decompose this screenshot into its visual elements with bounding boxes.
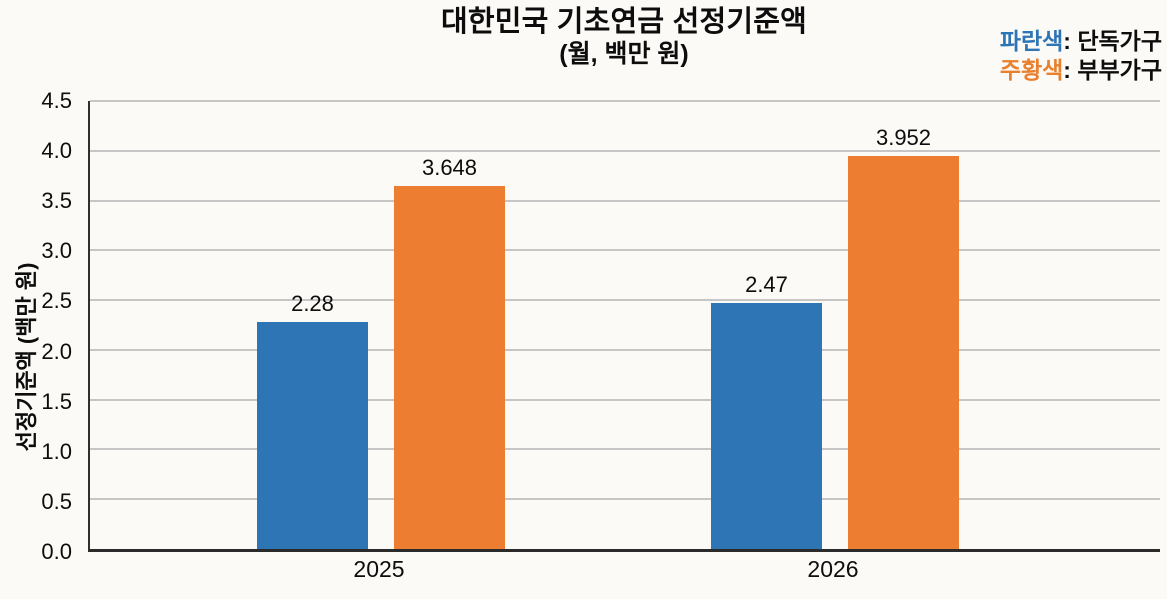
gridline [90,249,1160,252]
y-tick-label: 4.5 [41,88,72,113]
bar-group-2025: 2.28 3.648 [257,101,505,549]
legend-item-couple-household: 주황색: 부부가구 [1000,56,1162,85]
bar-value-label: 2.47 [745,272,788,298]
legend-item-single-household: 파란색: 단독가구 [1000,27,1162,56]
bar-부부가구-2026: 3.952 [848,125,959,549]
y-tick-label: 4.0 [41,138,72,164]
y-axis-ticks: 0.0 0.5 1.0 1.5 2.0 2.5 3.0 3.5 4.0 4.5 [0,88,80,564]
plot-area: 2.28 3.648 2.47 3.952 [88,100,1160,552]
legend-color-word-blue: 파란색 [999,28,1064,54]
legend-label-couple: : 부부가구 [1063,57,1162,83]
x-tick-2025: 2025 [353,556,405,582]
gridline [90,100,1160,102]
legend-label-single: : 단독가구 [1063,28,1162,54]
gridline [90,299,1160,302]
title-block: 대한민국 기초연금 선정기준액 (월, 백만 원) [88,6,1160,69]
y-tick-label: 2.5 [41,288,72,314]
y-tick-label: 2.0 [41,338,72,364]
bar-부부가구-2025: 3.648 [394,155,505,549]
y-tick-label: 3.0 [41,238,72,264]
x-tick-2026: 2026 [807,556,859,582]
chart-subtitle: (월, 백만 원) [559,40,689,68]
bar-value-label: 3.648 [421,154,478,180]
bar-group-2026: 2.47 3.952 [711,101,959,549]
y-tick-label: 1.0 [41,438,72,464]
bar-단독가구-2026: 2.47 [711,272,822,549]
y-tick-label: 0.5 [41,488,72,514]
gridline [90,398,1160,401]
gridline [90,448,1160,451]
legend-color-word-orange: 주황색 [999,57,1064,83]
y-tick-label: 0.0 [41,539,72,564]
chart-title: 대한민국 기초연금 선정기준액 [441,6,807,38]
y-tick-label: 1.5 [41,388,72,414]
gridline [90,149,1160,152]
y-tick-label: 3.5 [41,188,72,214]
gridline [90,498,1160,501]
legend: 파란색: 단독가구 주황색: 부부가구 [1000,27,1162,85]
bar-value-label: 2.28 [291,291,334,317]
gridline [90,199,1160,202]
bar-단독가구-2025: 2.28 [257,291,368,549]
bar-value-label: 3.952 [875,124,932,150]
gridline [90,348,1160,351]
